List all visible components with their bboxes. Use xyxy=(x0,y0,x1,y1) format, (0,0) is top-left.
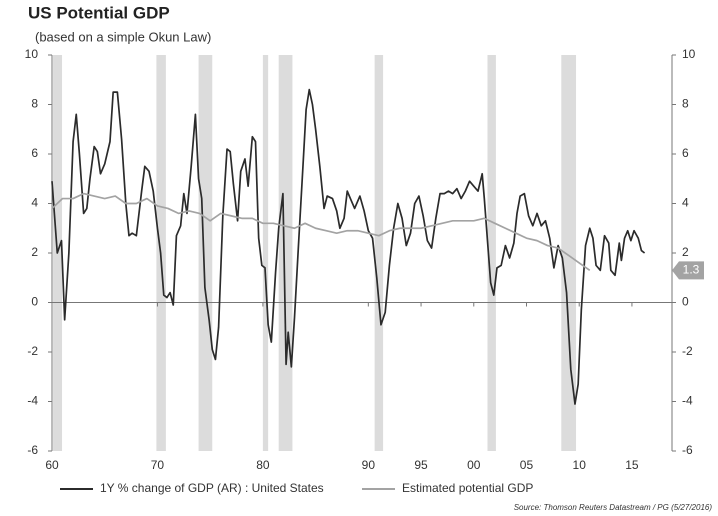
y-tick-label: -2 xyxy=(682,344,693,358)
data-line xyxy=(51,88,646,405)
y-tick-label: 0 xyxy=(682,295,689,309)
shaded-period xyxy=(262,55,269,451)
y-tick-label: 0 xyxy=(31,295,38,309)
legend-label: Estimated potential GDP xyxy=(402,481,533,495)
shaded-period xyxy=(374,55,384,451)
x-tick-label: 60 xyxy=(45,458,59,472)
y-tick-label: 4 xyxy=(31,196,38,210)
end-label: 1.3 xyxy=(683,262,700,276)
source-note: Source: Thomson Reuters Datastream / PG … xyxy=(514,503,713,512)
shaded-period xyxy=(487,55,496,451)
x-tick-label: 05 xyxy=(520,458,534,472)
end-label-box xyxy=(672,261,704,280)
x-tick-label: 90 xyxy=(362,458,376,472)
y-tick-label: -2 xyxy=(27,344,38,358)
chart-subtitle: (based on a simple Okun Law) xyxy=(35,29,211,44)
shaded-period xyxy=(561,55,577,451)
y-tick-label: 2 xyxy=(31,245,38,259)
y-tick-label: 10 xyxy=(25,47,39,61)
y-tick-label: 4 xyxy=(682,196,689,210)
shaded-period xyxy=(198,55,213,451)
y-tick-label: 6 xyxy=(31,146,38,160)
x-tick-label: 00 xyxy=(467,458,481,472)
y-tick-label: -6 xyxy=(27,443,38,457)
y-tick-label: 6 xyxy=(682,146,689,160)
y-tick-label: -4 xyxy=(27,394,38,408)
y-tick-label: -6 xyxy=(682,443,693,457)
shaded-period xyxy=(278,55,293,451)
x-tick-label: 15 xyxy=(625,458,639,472)
x-tick-label: 95 xyxy=(414,458,428,472)
y-tick-label: -4 xyxy=(682,394,693,408)
legend-label: 1Y % change of GDP (AR) : United States xyxy=(100,481,324,495)
data-line xyxy=(51,192,591,272)
y-tick-label: 8 xyxy=(682,97,689,111)
y-tick-label: 2 xyxy=(682,245,689,259)
y-tick-label: 8 xyxy=(31,97,38,111)
x-tick-label: 10 xyxy=(573,458,587,472)
x-tick-label: 70 xyxy=(151,458,165,472)
y-tick-label: 10 xyxy=(682,47,696,61)
x-tick-label: 80 xyxy=(256,458,270,472)
chart-title: US Potential GDP xyxy=(28,3,170,22)
